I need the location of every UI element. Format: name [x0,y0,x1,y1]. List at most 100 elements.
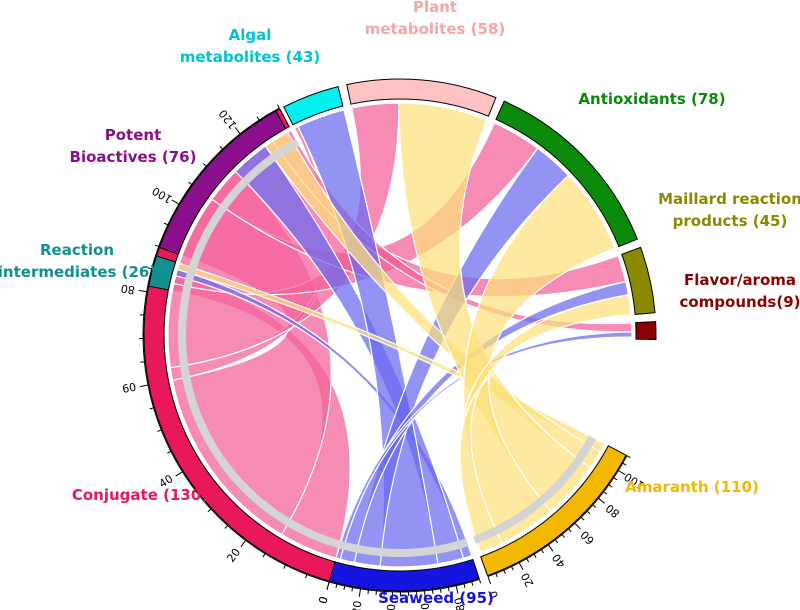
conjugate-tick-95 [163,222,169,226]
seaweed-tick-60 [424,590,426,599]
amaranth-tick-10 [503,569,506,574]
conjugate-tick-50 [157,429,162,432]
potent-bioactives-arc [158,110,287,255]
conjugate-tick-label-60: 60 [121,381,137,396]
seaweed-label: Seaweed (95) [378,589,494,607]
amaranth-tick-label-40: 40 [550,551,569,570]
amaranth-tick-0 [487,576,492,585]
conjugate-tick-130 [277,104,280,109]
ribbons-layer [167,102,633,568]
conjugate-tick-label-20: 20 [224,546,243,565]
seaweed-tick-label-60: 60 [419,602,433,610]
amaranth-tick-110 [626,455,631,458]
seaweed-arc [328,558,480,592]
conjugate-label: Conjugate (130) [72,486,208,504]
amaranth-tick-70 [586,510,591,515]
amaranth-tick-30 [533,553,537,558]
conjugate-tick-30 [207,508,212,513]
seaweed-tick-5 [335,584,338,589]
amaranth-tick-50 [561,534,565,538]
conjugate-tick-label-120: 120 [216,107,239,132]
conjugate-arc [143,108,336,582]
conjugate-tick-35 [192,490,197,494]
conjugate-tick-85 [147,267,152,270]
amaranth-tick-55 [568,528,572,533]
algal-metabolites-arc [283,85,344,126]
seaweed-inner-band [338,538,469,557]
amaranth-tick-90 [608,484,613,488]
reaction-intermediates-arc [148,255,177,291]
amaranth-tick-label-0: 0 [487,589,502,600]
conjugate-axis-line [142,107,330,583]
seaweed-tick-label-40: 40 [385,604,398,610]
seaweed-tick-80 [455,585,459,594]
conjugate-tick-40 [175,471,183,477]
amaranth-tick-100 [618,470,626,476]
seaweed-tick-65 [431,589,434,594]
ribbon-seaweed-to-flavor-aroma-compounds [335,331,633,560]
algal-metabolites-label-line-1: Algal [229,26,272,44]
amaranth-tick-65 [580,516,585,521]
conjugate-tick-label-80: 80 [120,281,136,296]
conjugate-tick-120 [234,127,241,135]
amaranth-tick-75 [592,504,597,508]
conjugate-tick-80 [138,289,147,293]
amaranth-tick-label-20: 20 [519,571,537,589]
amaranth-tick-95 [613,477,618,481]
potent-bioactives-label-line-1: Potent [105,126,162,144]
seaweed-tick-20 [358,588,361,597]
conjugate-tick-20 [240,540,247,548]
amaranth-tick-label-80: 80 [603,501,622,520]
seaweed-tick-75 [447,587,450,592]
algal-metabolites-label-line-2: metabolites (43) [180,48,321,66]
arcs-layer [143,78,657,592]
amaranth-tick-40 [548,544,554,552]
amaranth-arc [480,445,627,577]
seaweed-tick-90 [471,581,474,586]
maillard-reaction-products-label-line-1: Maillard reaction [658,190,800,208]
amaranth-axis-line [487,455,628,577]
conjugate-tick-110 [202,163,207,167]
conjugate-tick-55 [149,407,154,410]
maillard-reaction-products-arc [621,246,656,315]
seaweed-tick-0 [326,581,330,590]
conjugate-tick-125 [256,116,260,121]
conjugate-tick-25 [224,525,228,529]
conjugate-tick-10 [283,564,286,569]
conjugate-tick-60 [139,384,149,388]
plant-metabolites-label-line-2: metabolites (58) [365,20,506,38]
seaweed-tick-70 [439,588,442,593]
plant-metabolites-arc [346,78,497,117]
seaweed-tick-95 [478,579,482,584]
ribbon-amaranth-to-flavor-aroma-compounds [458,336,633,554]
seaweed-tick-15 [351,587,354,592]
amaranth-tick-15 [511,566,514,571]
seaweed-tick-label-0: 0 [316,595,330,605]
potent-bioactives-label-line-2: Bioactives (76) [70,148,197,166]
amaranth-tick-85 [603,491,608,495]
antioxidants-label-line-1: Antioxidants (78) [578,90,725,108]
conjugate-tick-label-100: 100 [150,184,175,206]
flavor-aroma-compounds-arc [635,321,657,340]
conjugate-tick-5 [305,574,308,579]
antioxidants-arc [495,100,639,248]
amaranth-tick-45 [554,539,559,544]
conjugate-tick-115 [219,145,223,150]
amaranth-tick-35 [540,549,544,554]
amaranth-tick-80 [598,497,605,504]
amaranth-label: Amaranth (110) [625,478,759,496]
seaweed-tick-label-20: 20 [350,600,365,610]
amaranth-tick-60 [574,522,581,530]
amaranth-tick-5 [495,573,498,578]
seaweed-axis-line [329,578,480,593]
amaranth-tick-105 [622,462,627,466]
seaweed-tick-85 [463,583,466,588]
conjugate-tick-90 [154,244,159,247]
plant-metabolites-label-line-1: Plant [413,0,457,16]
reaction-intermediates-label-line-1: Reaction [40,241,114,259]
conjugate-tick-100 [171,199,180,205]
amaranth-tick-label-60: 60 [578,528,597,547]
flavor-aroma-compounds-label-line-1: Flavor/aroma [684,271,796,289]
